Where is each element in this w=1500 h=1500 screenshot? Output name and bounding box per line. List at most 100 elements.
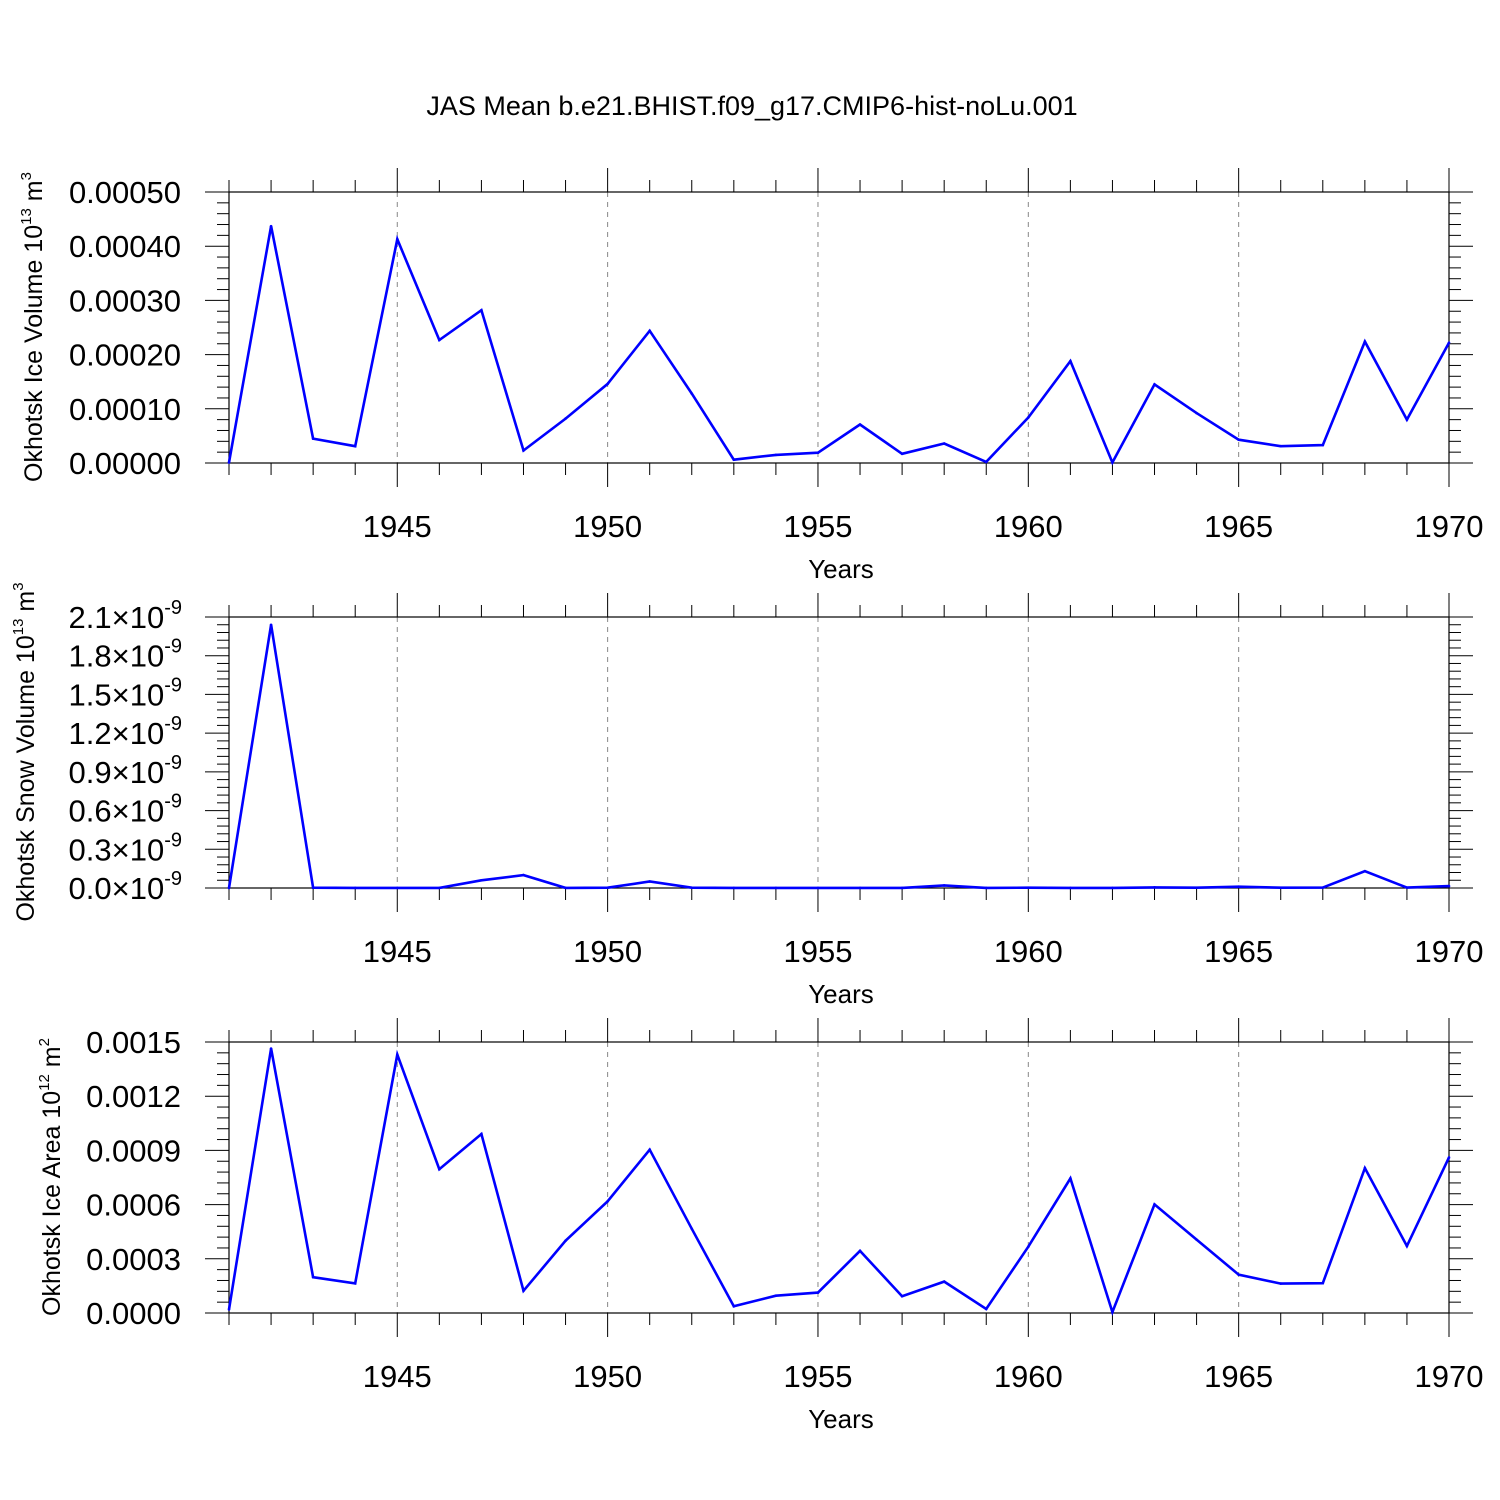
- data-point: [1153, 1203, 1156, 1206]
- data-point: [227, 886, 231, 890]
- data-point: [1279, 1282, 1283, 1285]
- data-point: [1237, 438, 1240, 441]
- data-point: [900, 886, 904, 890]
- data-point: [353, 886, 357, 890]
- data-point: [1027, 886, 1030, 890]
- data-point: [1069, 1177, 1072, 1180]
- y-tick-label: 0.3×10-9: [69, 829, 183, 867]
- y-label-unit-exponent: 2: [36, 1038, 53, 1046]
- y-tick-label: 0.00020: [69, 338, 181, 373]
- data-point: [1111, 1310, 1114, 1314]
- data-point: [353, 444, 357, 448]
- data-point: [606, 1200, 609, 1203]
- y-tick-label: 0.00000: [69, 446, 181, 481]
- x-axis-label: Years: [808, 979, 874, 1009]
- y-tick-exponent: -9: [164, 868, 182, 890]
- data-point: [1111, 886, 1114, 890]
- data-point: [1195, 886, 1198, 890]
- data-point: [269, 224, 273, 228]
- series-line: [227, 225, 1451, 466]
- data-point: [816, 886, 820, 890]
- y-tick-exponent: -9: [164, 674, 182, 696]
- chart-title: JAS Mean b.e21.BHIST.f09_g17.CMIP6-hist-…: [426, 91, 1077, 121]
- data-point: [984, 1307, 988, 1311]
- data-point: [942, 884, 946, 887]
- y-tick-times: ×10: [112, 794, 165, 829]
- series-line: [227, 624, 1450, 890]
- x-tick-label: 1945: [363, 934, 432, 969]
- data-point: [522, 449, 525, 452]
- data-point: [480, 308, 483, 312]
- data-point: [774, 886, 778, 890]
- y-tick-label: 0.6×10-9: [69, 791, 183, 829]
- y-tick-exponent: -9: [164, 636, 182, 658]
- y-tick-label: 0.9×10-9: [69, 752, 183, 790]
- plot-frame: [228, 1041, 1450, 1314]
- panel-3: 1945 1950 1955 1960 1965 1970 Years 0.0000 0.000…: [36, 1018, 1483, 1434]
- data-point: [690, 886, 694, 890]
- x-tick-label: 1970: [1415, 1359, 1484, 1394]
- y-tick-label: 0.00010: [69, 392, 181, 427]
- data-point: [858, 886, 862, 890]
- y-tick-mantissa: 0.3: [69, 832, 112, 867]
- y-label-exponent: 12: [36, 1074, 53, 1091]
- y-label-exponent: 13: [10, 619, 27, 636]
- data-point: [858, 423, 862, 426]
- y-tick-label: 1.8×10-9: [69, 636, 183, 674]
- y-tick-exponent: -9: [164, 597, 182, 619]
- data-point: [227, 461, 231, 464]
- y-tick-label: 2.1×10-9: [69, 597, 183, 635]
- y-tick-mantissa: 1.5: [69, 677, 112, 712]
- y-tick-times: ×10: [112, 755, 165, 790]
- panel-1: 1945 1950 1955 1960 1965 1970 Years 0.00000 0.00…: [18, 168, 1483, 584]
- data-point: [690, 392, 694, 395]
- data-point: [269, 1047, 273, 1050]
- data-point: [438, 1167, 441, 1171]
- y-tick-exponent: -9: [164, 829, 182, 851]
- y-label-text: Okhotsk Ice Area 10: [38, 1091, 66, 1316]
- data-point: [1195, 1238, 1198, 1241]
- y-label-unit-exponent: 3: [10, 582, 27, 590]
- y-tick-label: 0.00050: [69, 175, 181, 210]
- data-point: [690, 1227, 694, 1231]
- data-point: [1447, 341, 1451, 344]
- plot-frame: [228, 616, 1450, 889]
- data-point: [480, 878, 483, 882]
- y-tick-label: 0.00040: [69, 229, 181, 264]
- y-tick-label: 1.2×10-9: [69, 713, 183, 751]
- data-point: [1363, 340, 1367, 343]
- data-point: [648, 880, 651, 883]
- data-point: [438, 886, 441, 890]
- x-axis-label: Years: [808, 554, 874, 584]
- data-point: [395, 237, 399, 241]
- data-point: [1153, 886, 1156, 889]
- y-tick-times: ×10: [112, 832, 165, 867]
- data-point: [1195, 411, 1198, 415]
- data-point: [395, 886, 399, 890]
- data-point: [1069, 359, 1072, 363]
- x-tick-label: 1945: [363, 1359, 432, 1394]
- y-tick-exponent: -9: [164, 791, 182, 813]
- y-tick-label: 1.5×10-9: [69, 674, 183, 712]
- data-point: [1279, 886, 1283, 890]
- x-tick-label: 1950: [573, 934, 642, 969]
- y-label-unit: m: [38, 1046, 66, 1074]
- data-point: [1405, 886, 1409, 889]
- y-label-exponent: 13: [18, 208, 35, 225]
- x-tick-label: 1945: [363, 509, 432, 544]
- data-point: [732, 886, 736, 890]
- data-point: [942, 442, 946, 445]
- y-tick-times: ×10: [112, 871, 165, 906]
- y-tick-mantissa: 0.6: [69, 794, 112, 829]
- x-tick-label: 1960: [994, 1359, 1063, 1394]
- data-point: [816, 451, 820, 455]
- x-tick-label: 1965: [1204, 934, 1273, 969]
- data-point: [984, 460, 988, 464]
- data-point: [1447, 1156, 1451, 1159]
- data-point: [353, 1282, 357, 1285]
- plot-frame: [228, 191, 1450, 464]
- data-point: [942, 1280, 946, 1283]
- y-axis-label: Okhotsk Ice Area 1012 m2: [36, 1038, 66, 1316]
- data-point: [606, 886, 609, 890]
- x-tick-label: 1950: [573, 509, 642, 544]
